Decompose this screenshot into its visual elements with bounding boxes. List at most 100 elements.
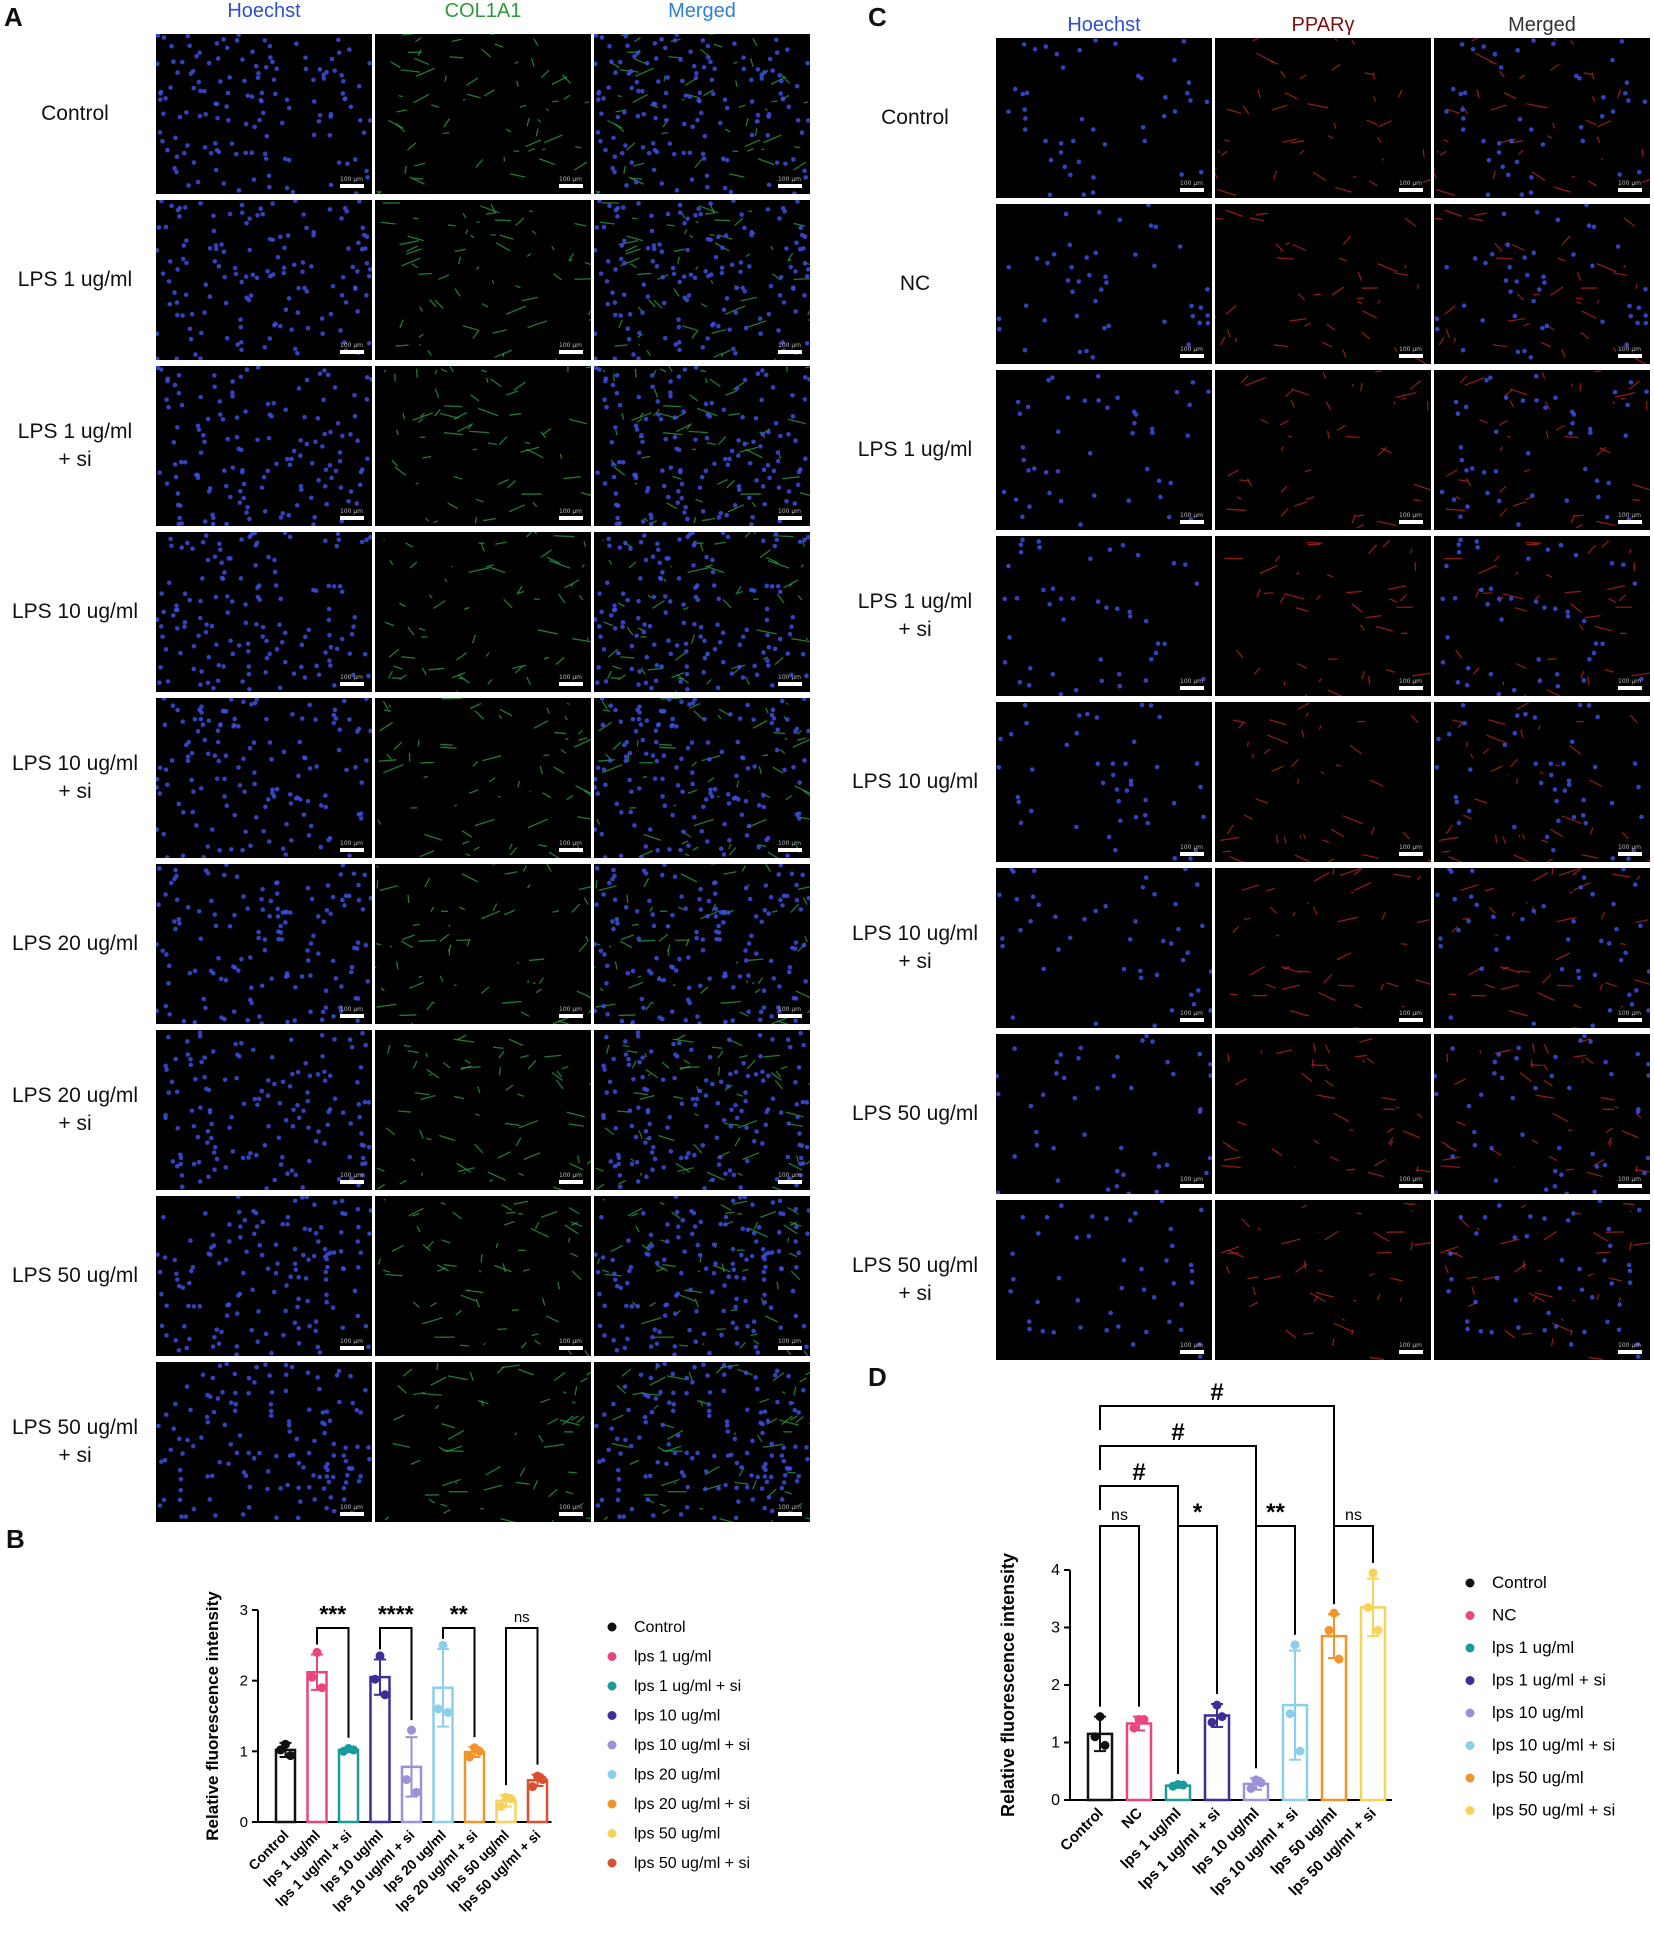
panel-c-micrograph: 100 μm (1434, 1034, 1650, 1194)
y-axis-label: Relative fluorescence intensity (203, 1591, 222, 1841)
scale-bar (1180, 686, 1204, 690)
scale-bar (340, 1014, 364, 1018)
panel-c-micrograph: 100 μm (1434, 536, 1650, 696)
y-tick-label: 0 (1051, 1792, 1060, 1809)
legend-marker (608, 1770, 617, 1779)
panel-a-header-col1a1: COL1A1 (375, 0, 591, 23)
x-tick-label: NC (1118, 1805, 1145, 1832)
panel-a-micrograph: 100 μm (594, 1196, 810, 1356)
scale-bar-label: 100 μm (1399, 180, 1422, 187)
data-point (412, 1788, 421, 1797)
significance-bracket (1256, 1526, 1295, 1768)
panel-a-micrograph: 100 μm (375, 864, 591, 1024)
panel-c-header-ppar: PPARγ (1215, 14, 1431, 37)
panel-a-micrograph: 100 μm (375, 1196, 591, 1356)
y-tick-label: 1 (1051, 1735, 1060, 1752)
legend-label: lps 50 ug/ml + si (634, 1855, 750, 1872)
scale-bar (340, 848, 364, 852)
data-point (1325, 1626, 1334, 1635)
scale-bar (1180, 1018, 1204, 1022)
data-point (507, 1794, 516, 1803)
panel-a-micrograph: 100 μm (594, 34, 810, 194)
scale-bar-label: 100 μm (1399, 346, 1422, 353)
data-point (1101, 1741, 1110, 1750)
scale-bar (778, 1014, 802, 1018)
legend-marker (608, 1829, 617, 1838)
scale-bar (778, 184, 802, 188)
panel-c-micrograph: 100 μm (1434, 38, 1650, 198)
legend-marker (1466, 1806, 1475, 1815)
panel-a-micrograph: 100 μm (156, 532, 372, 692)
panel-a-micrograph: 100 μm (594, 698, 810, 858)
legend-label: lps 20 ug/ml (634, 1767, 720, 1784)
significance-bracket (443, 1628, 475, 1737)
panel-a-row-label: LPS 50 ug/ml + si (0, 1362, 150, 1522)
data-point (276, 1745, 285, 1754)
significance-label: *** (319, 1601, 346, 1627)
panel-a-micrograph: 100 μm (156, 1030, 372, 1190)
panel-a-row-label: LPS 20 ug/ml + si (0, 1030, 150, 1190)
scale-bar-label: 100 μm (1618, 180, 1641, 187)
panel-c-micrograph: 100 μm (1215, 1200, 1431, 1360)
significance-label: * (1193, 1499, 1203, 1526)
scale-bar (1180, 188, 1204, 192)
panel-a-micrograph: 100 μm (375, 1030, 591, 1190)
scale-bar-label: 100 μm (340, 508, 363, 515)
data-point (376, 1651, 385, 1660)
scale-bar-label: 100 μm (778, 674, 801, 681)
significance-label: ** (450, 1601, 468, 1627)
data-point (407, 1726, 416, 1735)
scale-bar-label: 100 μm (1399, 512, 1422, 519)
scale-bar-label: 100 μm (559, 342, 582, 349)
panel-c-micrograph: 100 μm (1215, 204, 1431, 364)
panel-c-micrograph: 100 μm (996, 1034, 1212, 1194)
y-tick-label: 2 (240, 1673, 248, 1690)
panel-c-row-label: LPS 1 ug/ml + si (840, 536, 990, 696)
panel-c-micrograph: 100 μm (1434, 868, 1650, 1028)
panel-a-row-label: LPS 1 ug/ml + si (0, 366, 150, 526)
data-point (1369, 1568, 1378, 1577)
panel-c-micrograph: 100 μm (996, 536, 1212, 696)
data-point (1218, 1712, 1227, 1721)
legend-marker (1466, 1676, 1475, 1685)
data-point (1169, 1782, 1178, 1791)
panel-a-micrograph: 100 μm (594, 200, 810, 360)
legend-label: lps 1 ug/ml (634, 1649, 711, 1666)
data-point (349, 1745, 358, 1754)
scale-bar (1399, 1018, 1423, 1022)
significance-label: ** (1266, 1499, 1285, 1526)
panel-a-micrograph: 100 μm (156, 1196, 372, 1356)
data-point (339, 1747, 348, 1756)
scale-bar-label: 100 μm (1399, 1176, 1422, 1183)
scale-bar (559, 184, 583, 188)
scale-bar (1618, 1018, 1642, 1022)
bar (465, 1752, 484, 1822)
scale-bar (1618, 852, 1642, 856)
panel-c-row-label: LPS 1 ug/ml (840, 370, 990, 530)
legend-label: lps 10 ug/ml (634, 1708, 720, 1725)
panel-a-micrograph: 100 μm (156, 366, 372, 526)
data-point (1364, 1603, 1373, 1612)
legend-marker (608, 1741, 617, 1750)
scale-bar (559, 848, 583, 852)
scale-bar-label: 100 μm (559, 176, 582, 183)
significance-label: ns (1345, 1507, 1362, 1524)
panel-c-micrograph: 100 μm (1434, 370, 1650, 530)
legend-marker (608, 1623, 617, 1632)
scale-bar (340, 184, 364, 188)
scale-bar (559, 682, 583, 686)
scale-bar (1618, 1350, 1642, 1354)
scale-bar (778, 682, 802, 686)
scale-bar-label: 100 μm (1180, 346, 1203, 353)
panel-a-micrograph: 100 μm (156, 34, 372, 194)
scale-bar (559, 350, 583, 354)
scale-bar (1180, 520, 1204, 524)
scale-bar-label: 100 μm (778, 1006, 801, 1013)
scale-bar (778, 1180, 802, 1184)
data-point (308, 1673, 317, 1682)
panel-a-micrograph: 100 μm (375, 698, 591, 858)
scale-bar-label: 100 μm (340, 1338, 363, 1345)
scale-bar-label: 100 μm (1180, 678, 1203, 685)
